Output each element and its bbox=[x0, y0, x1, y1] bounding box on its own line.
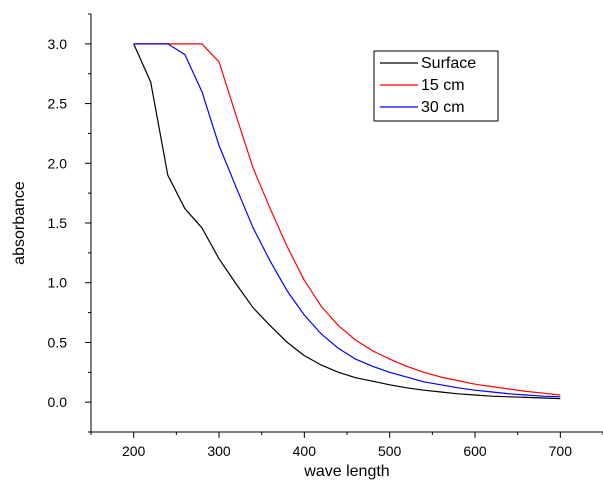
legend: Surface 15 cm 30 cm bbox=[373, 50, 499, 122]
y-tick-label: 2.5 bbox=[48, 96, 68, 112]
y-tick-label: 1.0 bbox=[48, 275, 68, 291]
legend-label: Surface bbox=[421, 55, 476, 72]
series-line-3 bbox=[133, 43, 561, 398]
legend-label: 30 cm bbox=[421, 99, 465, 116]
y-tick-label: 3.0 bbox=[48, 36, 68, 52]
series-line-1 bbox=[133, 43, 561, 400]
x-tick-label: 300 bbox=[207, 443, 231, 459]
x-tick-label: 600 bbox=[463, 443, 487, 459]
y-tick-label: 1.5 bbox=[48, 215, 68, 231]
y-tick-label: 0.5 bbox=[48, 334, 68, 350]
y-axis-title: absorbance bbox=[11, 181, 28, 265]
y-tick-label: 2.0 bbox=[48, 155, 68, 171]
x-tick-label: 700 bbox=[549, 443, 573, 459]
series-line-2 bbox=[133, 43, 561, 396]
x-axis-title: wave length bbox=[303, 463, 389, 480]
x-tick-label: 500 bbox=[378, 443, 402, 459]
y-tick-label: 0.0 bbox=[48, 394, 68, 410]
legend-label: 15 cm bbox=[421, 77, 465, 94]
axes bbox=[90, 14, 603, 433]
x-tick-label: 400 bbox=[293, 443, 317, 459]
x-tick-label: 200 bbox=[122, 443, 146, 459]
ticks: 0.0 0.5 1.0 1.5 2.0 2.5 3.0 200 300 400 500 600 700 bbox=[48, 13, 603, 459]
series-lines bbox=[133, 43, 561, 400]
